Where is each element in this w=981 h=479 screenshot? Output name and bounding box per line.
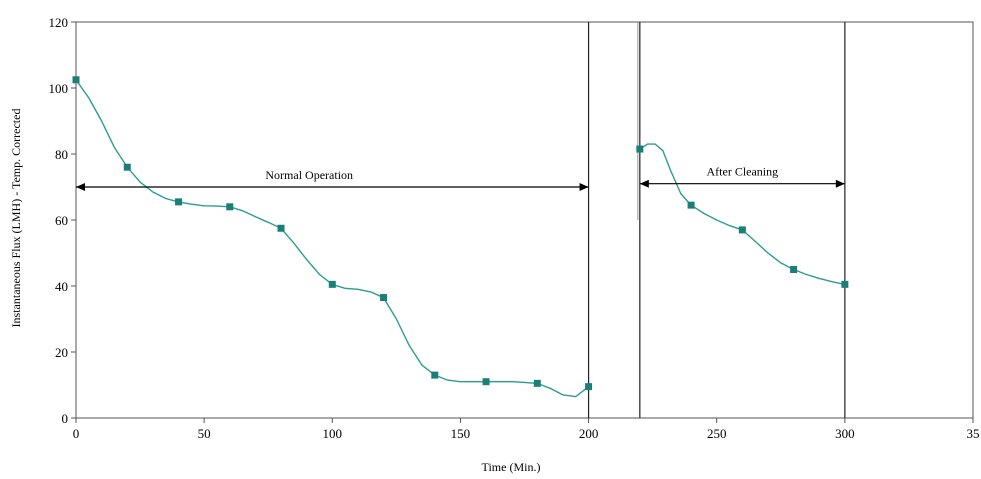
data-point (431, 371, 439, 379)
data-point (380, 294, 388, 302)
plot-frame (75, 21, 974, 419)
y-axis-title: Instantaneous Flux (LMH) - Temp. Correct… (9, 109, 23, 328)
y-tick-label: 80 (55, 147, 68, 162)
plot-border (75, 21, 974, 419)
after-cleaning-label: After Cleaning (707, 165, 779, 179)
y-tick-label: 120 (49, 15, 69, 30)
data-point (841, 280, 849, 288)
x-tick-label: 150 (451, 426, 471, 441)
data-point-markers (72, 76, 849, 391)
y-axis-ticks: 0 20 40 60 80 100 120 (49, 15, 76, 426)
data-point (72, 76, 80, 84)
data-point (328, 280, 336, 288)
data-point (687, 201, 695, 209)
vertical-divider-lines (587, 22, 846, 418)
x-tick-label: 250 (707, 426, 727, 441)
data-point (636, 145, 644, 153)
x-tick-label: 35 (967, 426, 980, 441)
data-point (482, 378, 490, 386)
data-point (790, 266, 798, 273)
x-tick-label: 50 (198, 426, 211, 441)
normal-operation-label: Normal Operation (265, 168, 353, 182)
y-tick-label: 0 (62, 411, 69, 426)
arrow-head-left (76, 183, 85, 191)
x-tick-label: 0 (73, 426, 80, 441)
x-axis-ticks: 0 50 100 150 200 250 300 35 (73, 418, 980, 441)
data-point (585, 383, 593, 391)
data-point (533, 379, 541, 387)
y-tick-label: 20 (55, 345, 68, 360)
operation-annotations: Normal Operation After Cleaning (76, 165, 845, 191)
data-point (226, 203, 234, 211)
arrow-head-left (639, 179, 649, 188)
data-point (277, 224, 285, 232)
y-tick-label: 100 (49, 81, 69, 96)
arrow-head-right (579, 183, 589, 191)
data-point (123, 163, 131, 171)
flux-curve-normal (75, 79, 590, 398)
y-tick-label: 60 (55, 213, 68, 228)
arrow-head-right (835, 179, 845, 188)
flux-curves (75, 79, 846, 398)
x-axis-title: Time (Min.) (482, 460, 541, 474)
x-tick-label: 100 (323, 426, 343, 441)
data-point (738, 226, 746, 234)
y-tick-label: 40 (55, 279, 68, 294)
x-tick-label: 300 (835, 426, 855, 441)
flux-curve-after_cleaning (639, 143, 846, 286)
x-tick-label: 200 (579, 426, 599, 441)
data-point (175, 198, 183, 206)
